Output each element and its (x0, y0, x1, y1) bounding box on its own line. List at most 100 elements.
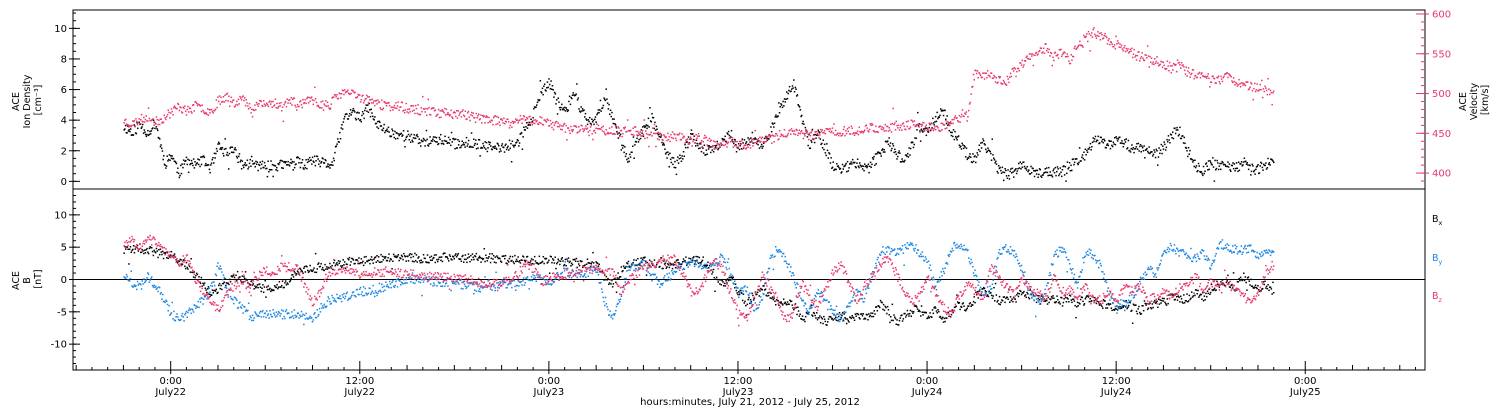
data-point (217, 143, 219, 145)
data-point (288, 281, 291, 283)
data-point (227, 282, 229, 284)
data-point (403, 109, 405, 112)
data-point (1018, 293, 1020, 295)
data-point (912, 146, 915, 149)
data-point (679, 138, 682, 141)
data-point (125, 123, 128, 125)
data-point (381, 108, 384, 111)
data-point (632, 261, 634, 264)
data-point (462, 254, 464, 257)
data-point (385, 102, 387, 104)
data-point (1101, 138, 1104, 141)
data-point (184, 265, 186, 267)
data-point (271, 316, 273, 318)
data-point (662, 267, 664, 270)
data-point (187, 105, 189, 108)
data-point (595, 121, 597, 123)
data-point (533, 108, 535, 110)
data-point (218, 95, 221, 97)
data-point (1226, 280, 1228, 282)
data-point (1063, 174, 1066, 176)
data-point (338, 141, 340, 143)
data-point (567, 109, 569, 111)
data-point (176, 107, 178, 110)
data-point (228, 152, 231, 155)
data-point (346, 263, 348, 266)
data-point (938, 310, 940, 313)
data-point (1053, 59, 1055, 62)
data-point (870, 166, 872, 168)
data-point (1255, 168, 1257, 171)
data-point (283, 160, 286, 163)
data-point (485, 148, 487, 150)
data-point (1145, 148, 1147, 151)
data-point (493, 147, 496, 149)
data-point (703, 264, 705, 267)
data-point (773, 126, 775, 128)
data-point (1132, 303, 1135, 305)
data-point (526, 255, 529, 258)
data-point (1065, 301, 1068, 303)
data-point (845, 130, 847, 132)
data-point (960, 306, 963, 308)
data-point (157, 290, 159, 293)
data-point (840, 172, 842, 174)
data-point (1242, 84, 1244, 86)
data-point (807, 144, 809, 147)
data-point (1111, 43, 1113, 45)
data-point (184, 313, 186, 316)
data-point (1193, 165, 1195, 168)
data-point (607, 277, 609, 280)
data-point (327, 163, 329, 165)
data-point (649, 266, 652, 268)
data-point (246, 102, 248, 104)
data-point (610, 283, 612, 285)
data-point (589, 126, 592, 128)
data-point (615, 125, 617, 127)
data-point (1071, 59, 1073, 61)
data-point (495, 262, 497, 264)
data-point (899, 126, 901, 129)
data-point (510, 121, 512, 124)
data-point (368, 96, 370, 98)
data-point (892, 107, 894, 110)
data-point (841, 163, 844, 166)
data-point (1196, 170, 1198, 173)
data-point (265, 167, 267, 170)
data-point (1178, 296, 1180, 299)
data-point (748, 138, 751, 140)
data-point (538, 99, 541, 101)
data-point (738, 148, 741, 151)
data-point (950, 122, 953, 125)
data-point (1027, 293, 1029, 295)
data-point (381, 255, 384, 258)
data-point (534, 260, 537, 262)
data-point (443, 112, 445, 114)
data-point (470, 146, 472, 148)
data-point (1217, 168, 1220, 171)
data-point (382, 259, 385, 261)
data-point (841, 314, 843, 317)
data-point (344, 89, 346, 91)
data-point (957, 301, 959, 303)
data-point (1002, 171, 1004, 173)
data-point (780, 104, 783, 106)
data-point (1179, 126, 1181, 129)
data-point (281, 106, 284, 108)
data-point (1124, 50, 1127, 53)
data-point (872, 315, 875, 318)
data-point (1223, 75, 1225, 78)
data-point (280, 159, 282, 162)
data-point (1138, 51, 1140, 53)
data-point (240, 306, 242, 308)
data-point (253, 109, 255, 112)
data-point (790, 90, 792, 92)
data-point (1084, 298, 1087, 300)
data-point (871, 312, 874, 314)
data-point (292, 97, 295, 100)
data-point (169, 117, 171, 119)
data-point (1211, 164, 1213, 166)
data-point (393, 104, 396, 107)
